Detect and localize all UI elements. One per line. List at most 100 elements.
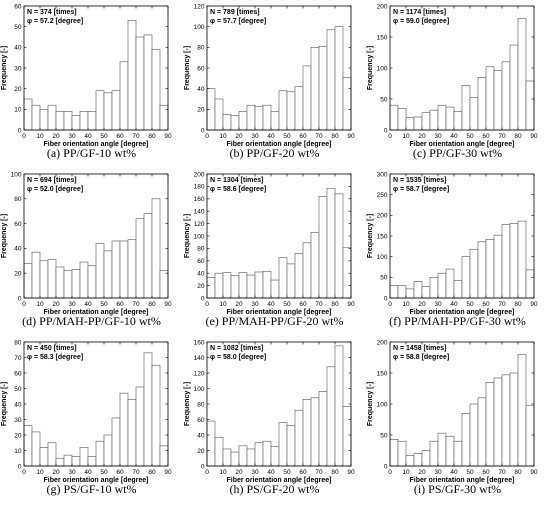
y-tick-label: 180 xyxy=(194,184,205,191)
histogram-bar xyxy=(95,440,105,467)
panel-caption-d: (d) PP/MAH-PP/GF-10 wt% xyxy=(22,314,161,328)
x-tick-label: 40 xyxy=(84,469,92,476)
x-tick-label: 90 xyxy=(530,469,538,476)
histogram-bar xyxy=(222,114,232,131)
y-tick-label: 160 xyxy=(194,339,205,346)
histogram-g: 0 10 20 30 40 50 60 70 80 9001020304050607080Fibe… xyxy=(1,339,172,484)
y-tick-label: 20 xyxy=(14,86,22,93)
x-tick-label: 80 xyxy=(514,301,522,308)
histogram-bar xyxy=(238,445,248,467)
x-tick-label: 40 xyxy=(450,133,458,140)
y-tick-label: 50 xyxy=(380,432,388,439)
histogram-bar xyxy=(270,111,280,131)
panel-caption-a: (a) PP/GF-10 wt% xyxy=(46,146,137,160)
annotation-mean-angle: φ = 58.8 [degree] xyxy=(393,354,449,361)
histogram-bar xyxy=(389,285,399,299)
histogram-bar xyxy=(63,270,73,299)
y-tick-label: 60 xyxy=(197,258,205,265)
y-axis-title: Frequency [-] xyxy=(1,214,8,258)
histogram-bar xyxy=(47,442,57,467)
histogram-bar xyxy=(509,44,519,131)
y-tick-label: 40 xyxy=(197,432,205,439)
histogram-bar xyxy=(206,420,216,467)
x-tick-label: 60 xyxy=(482,133,490,140)
x-tick-label: 50 xyxy=(466,133,474,140)
x-tick-label: 0 xyxy=(22,301,26,308)
histogram-bar xyxy=(501,61,511,131)
y-tick-label: 0 xyxy=(201,295,205,302)
panel-a: 0 10 20 30 40 50 60 70 80 90 0 10 20 30 40 50 60 Fiber or… xyxy=(0,0,183,168)
histogram-bar xyxy=(413,453,423,467)
histogram-bar xyxy=(493,234,503,299)
x-tick-label: 70 xyxy=(132,469,140,476)
x-tick-label: 40 xyxy=(450,301,458,308)
y-tick-label: 100 xyxy=(194,386,205,393)
histogram-bar xyxy=(517,354,527,467)
histogram-bar xyxy=(278,422,288,467)
histogram-bar xyxy=(23,262,33,299)
histogram-bar xyxy=(429,109,439,131)
histogram-bar xyxy=(151,198,161,299)
histogram-bar xyxy=(214,272,224,299)
x-tick-label: 20 xyxy=(52,133,60,140)
x-tick-label: 80 xyxy=(514,133,522,140)
y-axis-title: Frequency [-] xyxy=(184,46,191,90)
panel-b: 0 10 20 30 40 50 60 70 80 90 0 20 40 60 80 100 120 Fiber … xyxy=(183,0,366,168)
x-tick-label: 50 xyxy=(100,301,108,308)
histogram-bar xyxy=(469,248,479,299)
y-tick-label: 300 xyxy=(377,171,388,178)
histogram-bar xyxy=(111,417,121,467)
annotation-mean-angle: φ = 58.3 [degree] xyxy=(27,354,83,361)
y-tick-label: 20 xyxy=(197,448,205,455)
x-tick-label: 30 xyxy=(68,469,76,476)
x-tick-label: 50 xyxy=(466,301,474,308)
y-tick-label: 20 xyxy=(197,107,205,114)
histogram-bar xyxy=(31,104,41,131)
histogram-bar xyxy=(55,111,65,131)
x-tick-label: 70 xyxy=(498,469,506,476)
x-tick-label: 20 xyxy=(418,301,426,308)
x-tick-label: 20 xyxy=(235,469,243,476)
annotation-mean-angle: φ = 58.0 [degree] xyxy=(210,354,266,361)
histogram-bar xyxy=(525,404,535,467)
histogram-bar xyxy=(111,90,121,131)
histogram-bar xyxy=(405,288,415,299)
histogram-bar xyxy=(310,231,320,299)
histogram-bar xyxy=(222,448,232,467)
histogram-bar xyxy=(135,218,145,299)
plot-frame xyxy=(23,173,169,299)
histogram-bar xyxy=(127,239,137,299)
annotation-sample-count: N = 1082 [times] xyxy=(210,345,264,352)
annotation-sample-count: N = 694 [times] xyxy=(27,177,77,184)
x-tick-label: 0 xyxy=(388,469,392,476)
annotation-sample-count: N = 1458 [times] xyxy=(393,345,447,352)
histogram-bar xyxy=(405,117,415,131)
histogram-bar xyxy=(119,240,129,299)
x-tick-label: 60 xyxy=(482,469,490,476)
y-tick-label: 40 xyxy=(14,401,22,408)
x-tick-label: 20 xyxy=(52,301,60,308)
histogram-bar xyxy=(517,18,527,131)
histogram-bar xyxy=(79,111,89,131)
y-tick-label: 80 xyxy=(197,246,205,253)
y-tick-label: 40 xyxy=(14,45,22,52)
histogram-bar xyxy=(238,272,248,299)
y-tick-label: 160 xyxy=(194,196,205,203)
x-tick-label: 10 xyxy=(402,301,410,308)
histogram-bar xyxy=(397,285,407,299)
histogram-bar xyxy=(389,104,399,131)
histogram-bar xyxy=(302,242,312,299)
histogram-h: 0 10 20 30 40 50 60 70 80 90 0 20 40 60 80 100 120 140 160… xyxy=(184,339,355,484)
histogram-bar xyxy=(23,98,33,131)
x-tick-label: 90 xyxy=(347,301,355,308)
y-tick-label: 0 xyxy=(201,463,205,470)
histogram-bar xyxy=(389,439,399,467)
x-tick-label: 50 xyxy=(283,469,291,476)
panel-h: 0 10 20 30 40 50 60 70 80 90 0 20 40 60 80 100 120 140 160… xyxy=(183,336,366,504)
x-tick-label: 90 xyxy=(347,133,355,140)
histogram-bar xyxy=(135,36,145,131)
y-tick-label: 50 xyxy=(14,386,22,393)
y-tick-label: 200 xyxy=(194,171,205,178)
histogram-bar xyxy=(326,29,336,131)
x-tick-label: 80 xyxy=(514,469,522,476)
